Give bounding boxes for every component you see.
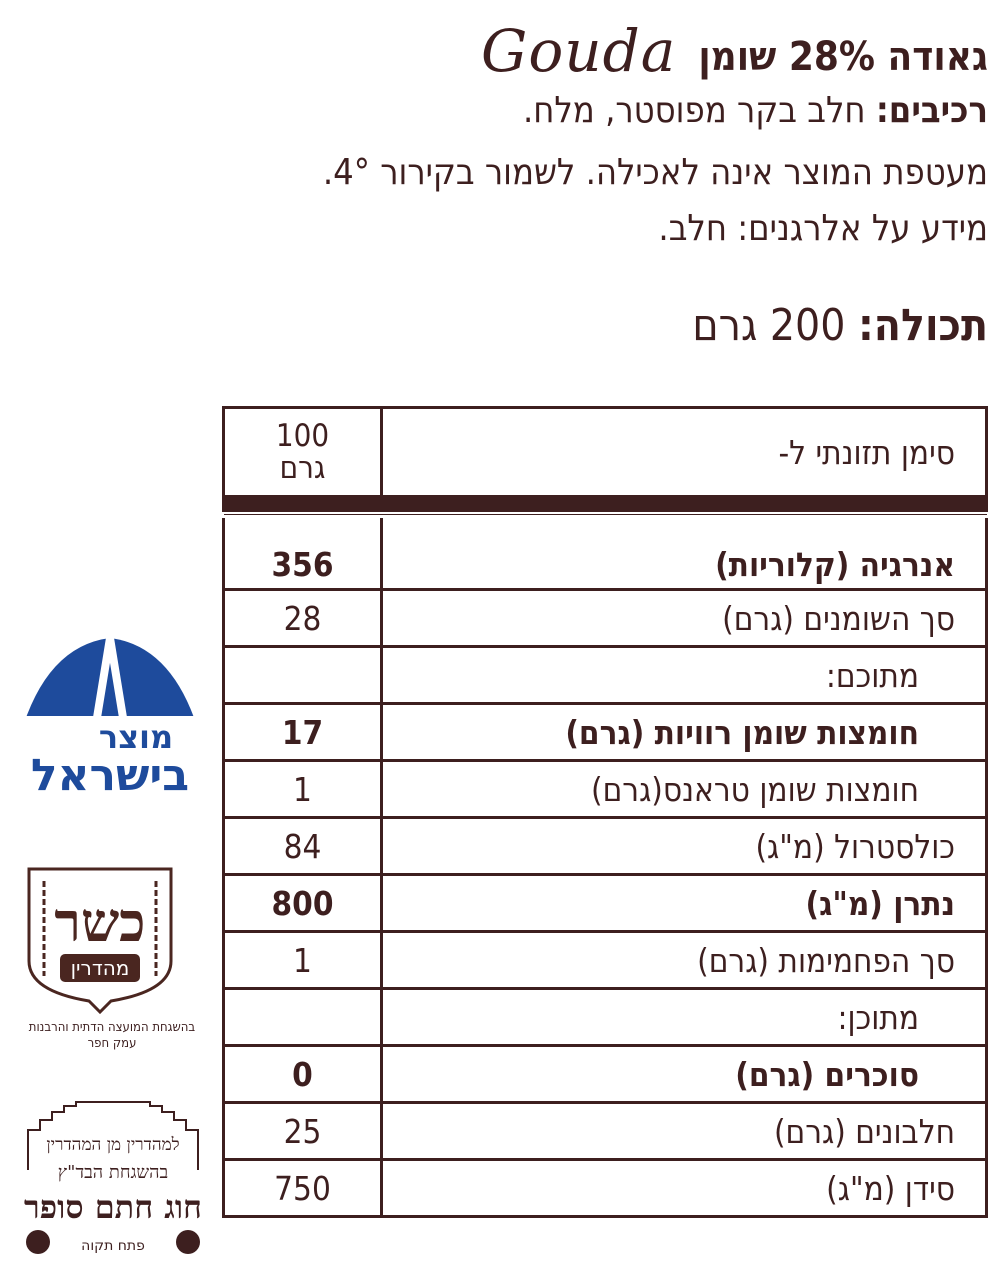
nutrient-label: נתרן (מ"ג) <box>380 873 988 933</box>
nutrient-value: 1 <box>222 759 383 819</box>
svg-text:מהדרין: מהדרין <box>71 956 130 980</box>
table-row: חומצות שומן רוויות (גרם) 17 <box>222 702 988 762</box>
title-english: Gouda <box>481 17 677 85</box>
nutrient-value <box>222 987 383 1047</box>
badatz-chatam-sofer-logo: למהדרין מן המהדרין בהשגחת הבד"ץ חוג חתם … <box>24 1101 202 1254</box>
net-weight: תכולה: 200 גרם <box>692 300 988 351</box>
nutrient-label: סידן (מ"ג) <box>380 1158 988 1218</box>
table-row: מתוכם: <box>222 645 988 705</box>
header-label: סימן תזונתי ל- <box>380 406 988 498</box>
svg-text:בהשגחת הבד"ץ: בהשגחת הבד"ץ <box>58 1162 168 1183</box>
allergens-text: מידע על אלרגנים: חלב. <box>658 208 988 249</box>
nutrient-value: 84 <box>222 816 383 876</box>
net-value: 200 גרם <box>692 300 858 351</box>
table-row: נתרן (מ"ג) 800 <box>222 873 988 933</box>
kosher-caption: בהשגחת המועצה הדתית והרבנות עמק חפר <box>28 1020 196 1051</box>
nutrient-value: 25 <box>222 1101 383 1161</box>
nutrient-label: חומצות שומן רוויות (גרם) <box>380 702 988 762</box>
nutrient-value: 800 <box>222 873 383 933</box>
nutrient-label: סך הפחמימות (גרם) <box>380 930 988 990</box>
nutrient-value: 1 <box>222 930 383 990</box>
table-row: סך השומנים (גרם) 28 <box>222 588 988 648</box>
nutrient-label: סך השומנים (גרם) <box>380 588 988 648</box>
svg-text:למהדרין מן המהדרין: למהדרין מן המהדרין <box>46 1135 179 1155</box>
table-row: כולסטרול (מ"ג) 84 <box>222 816 988 876</box>
storage-text: מעטפת המוצר אינה לאכילה. לשמור בקירור 4°… <box>322 152 988 193</box>
nutrient-label: מתוכם: <box>380 645 988 705</box>
header-value: 100 גרם <box>222 406 383 498</box>
table-row: סידן (מ"ג) 750 <box>222 1158 988 1218</box>
nutrient-label: סוכרים (גרם) <box>380 1044 988 1104</box>
net-label: תכולה: <box>857 300 988 351</box>
table-header: סימן תזונתי ל- 100 גרם <box>222 406 988 498</box>
table-row: סוכרים (גרם) 0 <box>222 1044 988 1104</box>
table-row: אנרגיה (קלוריות) 356 <box>222 513 988 591</box>
nutrient-label: אנרגיה (קלוריות) <box>380 513 988 591</box>
table-row: חומצות שומן טראנס(גרם) 1 <box>222 759 988 819</box>
ingredients-label: רכיבים: <box>875 90 988 131</box>
table-row: סך הפחמימות (גרם) 1 <box>222 930 988 990</box>
ingredients-text: חלב בקר מפוסטר, מלח. <box>522 90 876 131</box>
nutrient-value <box>222 645 383 705</box>
svg-text:מוצר: מוצר <box>99 718 173 756</box>
title-hebrew: גאודה 28% שומן <box>698 34 988 80</box>
nutrient-value: 28 <box>222 588 383 648</box>
product-title: גאודה 28% שומן Gouda <box>481 22 988 80</box>
nutrient-value: 17 <box>222 702 383 762</box>
nutrient-label: כולסטרול (מ"ג) <box>380 816 988 876</box>
nutrient-value: 0 <box>222 1044 383 1104</box>
nutrient-label: חומצות שומן טראנס(גרם) <box>380 759 988 819</box>
kosher-mehadrin-logo: כשר מהדרין <box>27 867 173 1014</box>
nutrient-value: 356 <box>222 513 383 591</box>
table-row: מתוכן: <box>222 987 988 1047</box>
nutrient-label: חלבונים (גרם) <box>380 1101 988 1161</box>
svg-text:חוג חתם סופר: חוג חתם סופר <box>24 1188 202 1226</box>
nutrition-table: סימן תזונתי ל- 100 גרם אנרגיה (קלוריות) 35… <box>222 406 988 1218</box>
nutrient-label: מתוכן: <box>380 987 988 1047</box>
table-row: חלבונים (גרם) 25 <box>222 1101 988 1161</box>
divider-bar <box>222 495 988 518</box>
ingredients: רכיבים: חלב בקר מפוסטר, מלח. <box>523 90 988 131</box>
svg-text:בישראל: בישראל <box>31 750 189 796</box>
nutrient-value: 750 <box>222 1158 383 1218</box>
made-in-israel-logo: מוצר בישראל <box>10 637 206 796</box>
svg-text:פתח תקוה: פתח תקוה <box>81 1238 145 1254</box>
svg-text:כשר: כשר <box>54 890 145 954</box>
